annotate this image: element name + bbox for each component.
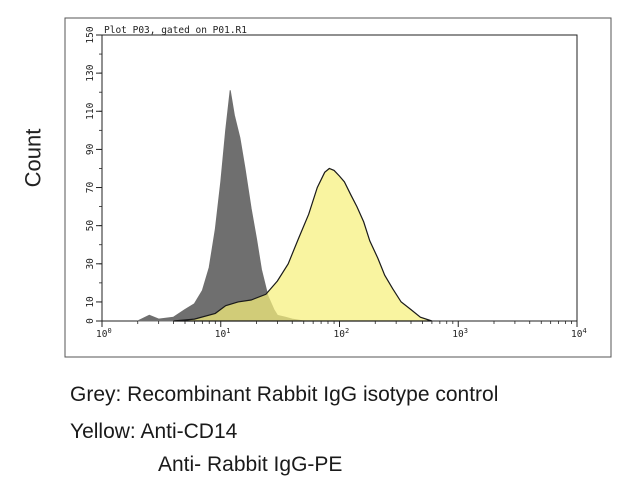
- y-tick-label: 10: [85, 296, 96, 308]
- y-tick-label: 90: [85, 143, 96, 155]
- histogram-chart: 100 101 102 103 104 0 10 30 50 70 90 110 130 150 Plo…: [64, 17, 612, 358]
- chart-title: Plot P03, gated on P01.R1: [104, 25, 247, 36]
- histogram-series-2: [173, 167, 433, 322]
- y-tick-label: 30: [85, 258, 96, 270]
- x-tick-label: 103: [452, 327, 468, 340]
- caption-yellow: Yellow: Anti-CD14: [70, 420, 238, 443]
- y-tick-label: 130: [85, 64, 96, 81]
- y-tick-label: 150: [85, 26, 96, 43]
- caption-secondary: Anti- Rabbit IgG-PE: [158, 453, 343, 476]
- x-tick-label: 100: [96, 327, 112, 340]
- x-tick-label: 104: [571, 327, 587, 340]
- caption-grey: Grey: Recombinant Rabbit IgG isotype con…: [70, 383, 499, 406]
- x-tick-label: 101: [215, 327, 231, 340]
- y-tick-label: 70: [85, 182, 96, 194]
- y-tick-label: 110: [85, 102, 96, 119]
- y-tick-label: 50: [85, 220, 96, 232]
- y-tick-label: 0: [85, 318, 96, 324]
- x-tick-label: 102: [334, 327, 350, 340]
